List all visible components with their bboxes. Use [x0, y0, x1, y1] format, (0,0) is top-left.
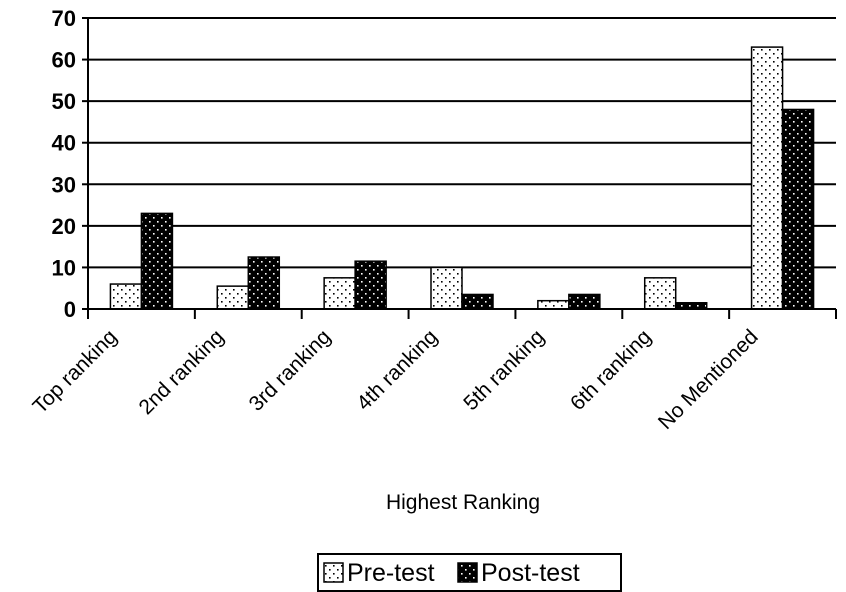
axes — [82, 17, 837, 319]
y-tick-label: 50 — [52, 89, 76, 114]
legend-label-post-test: Post-test — [481, 559, 580, 587]
y-tick-label: 40 — [52, 131, 76, 156]
x-tick-label: Top ranking — [28, 325, 121, 418]
bar-post-test — [140, 212, 174, 310]
bar-pre-test — [537, 299, 570, 310]
bar-pre-test — [750, 46, 784, 310]
bar-pre-test — [430, 266, 463, 310]
x-tick-label: 5th ranking — [459, 325, 549, 415]
x-tick-label: 6th ranking — [566, 325, 656, 415]
x-tick-label: 2nd ranking — [135, 325, 229, 419]
bar-post-test — [781, 108, 815, 310]
y-tick-label: 0 — [64, 297, 76, 322]
legend-label-pre-test: Pre-test — [347, 559, 435, 587]
y-tick-label: 20 — [52, 214, 76, 239]
x-axis-title: Highest Ranking — [386, 491, 540, 514]
y-tick-label: 30 — [52, 172, 76, 197]
gridlines — [88, 17, 836, 269]
y-tick-label: 60 — [52, 48, 76, 73]
bar-post-test — [568, 293, 601, 310]
y-tick-label: 10 — [52, 255, 76, 280]
bar-pre-test — [643, 277, 677, 310]
bar-pre-test — [216, 285, 250, 310]
legend-swatch-post-test — [457, 562, 478, 583]
bar-post-test — [247, 256, 281, 310]
legend: Pre-test Post-test — [317, 553, 622, 592]
y-tick-label: 70 — [52, 6, 76, 31]
bar-post-test — [354, 260, 387, 310]
legend-swatch-pre-test — [323, 562, 344, 583]
y-tick-labels: 0 10 20 30 40 50 60 70 — [52, 6, 76, 322]
bars — [109, 46, 815, 310]
x-tick-label: 3rd ranking — [245, 325, 336, 416]
x-tick-label: No Mentioned — [654, 325, 763, 434]
bar-pre-test — [323, 277, 356, 310]
bar-pre-test — [109, 283, 143, 310]
bar-post-test — [461, 293, 494, 310]
x-tick-labels: Top ranking 2nd ranking 3rd ranking 4th ran… — [28, 325, 762, 434]
x-tick-label: 4th ranking — [352, 325, 442, 415]
